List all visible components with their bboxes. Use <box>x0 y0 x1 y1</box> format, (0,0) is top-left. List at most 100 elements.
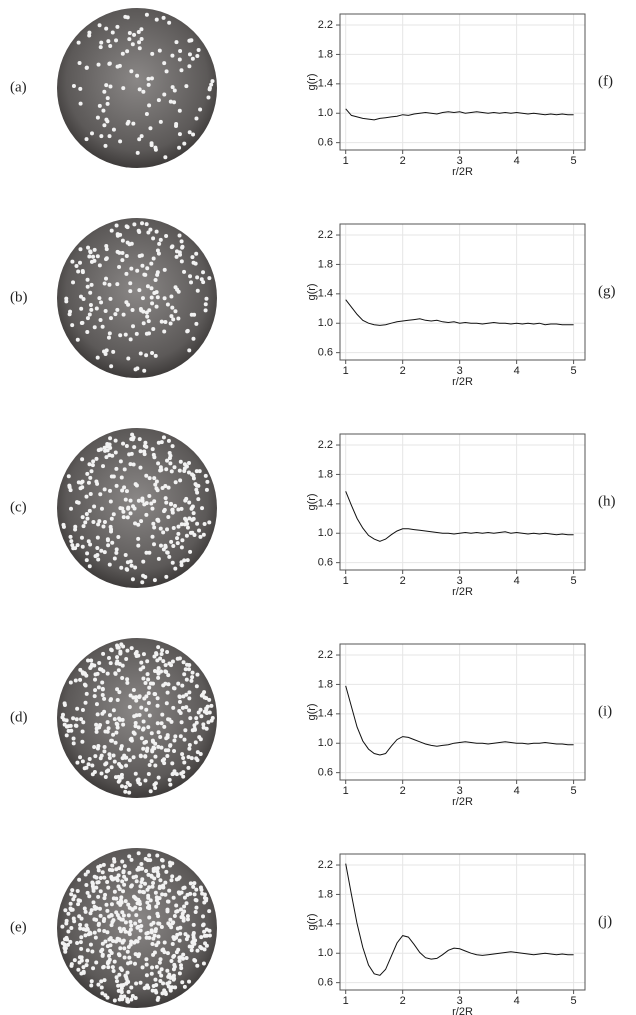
particle <box>179 720 184 725</box>
particle <box>94 729 99 734</box>
particle <box>73 524 78 529</box>
particle <box>191 336 196 341</box>
x-tick-label: 2 <box>400 155 406 167</box>
particle <box>131 688 136 693</box>
particle <box>80 707 85 712</box>
particle <box>101 651 106 656</box>
particle <box>133 565 138 570</box>
particle <box>173 734 178 739</box>
particle <box>140 965 145 970</box>
particle <box>80 759 85 764</box>
particle <box>69 963 74 968</box>
particle <box>85 284 90 289</box>
particle <box>169 539 174 544</box>
particle <box>167 860 172 865</box>
particle <box>148 126 153 131</box>
particle <box>85 948 90 953</box>
particle <box>131 462 136 467</box>
particle <box>198 707 203 712</box>
particle <box>127 955 132 960</box>
particle <box>155 721 160 726</box>
particle <box>94 722 99 727</box>
particle <box>114 867 119 872</box>
particle <box>163 484 168 489</box>
particle <box>162 267 167 272</box>
x-tick-label: 4 <box>514 995 520 1007</box>
particle <box>155 869 160 874</box>
particle <box>116 668 121 673</box>
particle <box>171 317 176 322</box>
particle <box>179 563 184 568</box>
particle <box>153 890 158 895</box>
particle <box>198 751 203 756</box>
x-tick-label: 2 <box>400 995 406 1007</box>
particle <box>158 237 163 242</box>
particle <box>76 269 81 274</box>
particle <box>87 462 92 467</box>
particle <box>103 448 108 453</box>
particle <box>144 694 149 699</box>
particle <box>137 137 142 142</box>
particle <box>120 676 125 681</box>
particle <box>85 471 90 476</box>
particle <box>163 663 168 668</box>
particle <box>147 762 152 767</box>
particle <box>68 939 73 944</box>
image-label: (d) <box>10 709 28 725</box>
particle <box>138 449 143 454</box>
particle <box>113 740 118 745</box>
y-tick-label: 2.2 <box>318 859 333 871</box>
particle <box>156 921 161 926</box>
particle <box>167 20 172 25</box>
particle <box>170 874 175 879</box>
particle <box>108 296 113 301</box>
particle <box>134 649 139 654</box>
particle <box>64 299 69 304</box>
particle <box>165 458 170 463</box>
particle <box>86 539 91 544</box>
image-label: (b) <box>10 289 28 305</box>
particle <box>72 894 77 899</box>
particle <box>118 459 123 464</box>
particle <box>126 980 131 985</box>
particle <box>123 920 128 925</box>
particle <box>120 238 125 243</box>
chart-label: (f) <box>598 73 613 89</box>
particle <box>187 38 192 43</box>
particle <box>84 65 89 70</box>
particle <box>120 910 125 915</box>
y-tick-label: 1.0 <box>318 317 333 329</box>
particle <box>201 914 206 919</box>
particle <box>153 754 158 759</box>
particle <box>97 23 102 28</box>
particle <box>174 121 179 126</box>
particle <box>178 925 183 930</box>
particle <box>114 547 119 552</box>
particle <box>96 62 101 67</box>
particle <box>83 683 88 688</box>
particle <box>173 480 178 485</box>
particle <box>155 703 160 708</box>
particle <box>185 914 190 919</box>
particle <box>83 671 88 676</box>
particle <box>182 269 187 274</box>
particle <box>97 296 102 301</box>
particle <box>121 644 126 649</box>
particle <box>170 85 175 90</box>
particle <box>175 909 180 914</box>
particle <box>177 958 182 963</box>
particle <box>129 884 134 889</box>
particle <box>146 82 151 87</box>
particle <box>177 708 182 713</box>
particle <box>144 310 149 315</box>
particle <box>98 492 103 497</box>
particle <box>144 957 149 962</box>
particle <box>147 903 152 908</box>
particle <box>141 746 146 751</box>
particle <box>178 459 183 464</box>
particle <box>83 520 88 525</box>
chart-label: (j) <box>598 913 612 929</box>
particle <box>110 965 115 970</box>
particle <box>149 922 154 927</box>
particle <box>93 554 98 559</box>
